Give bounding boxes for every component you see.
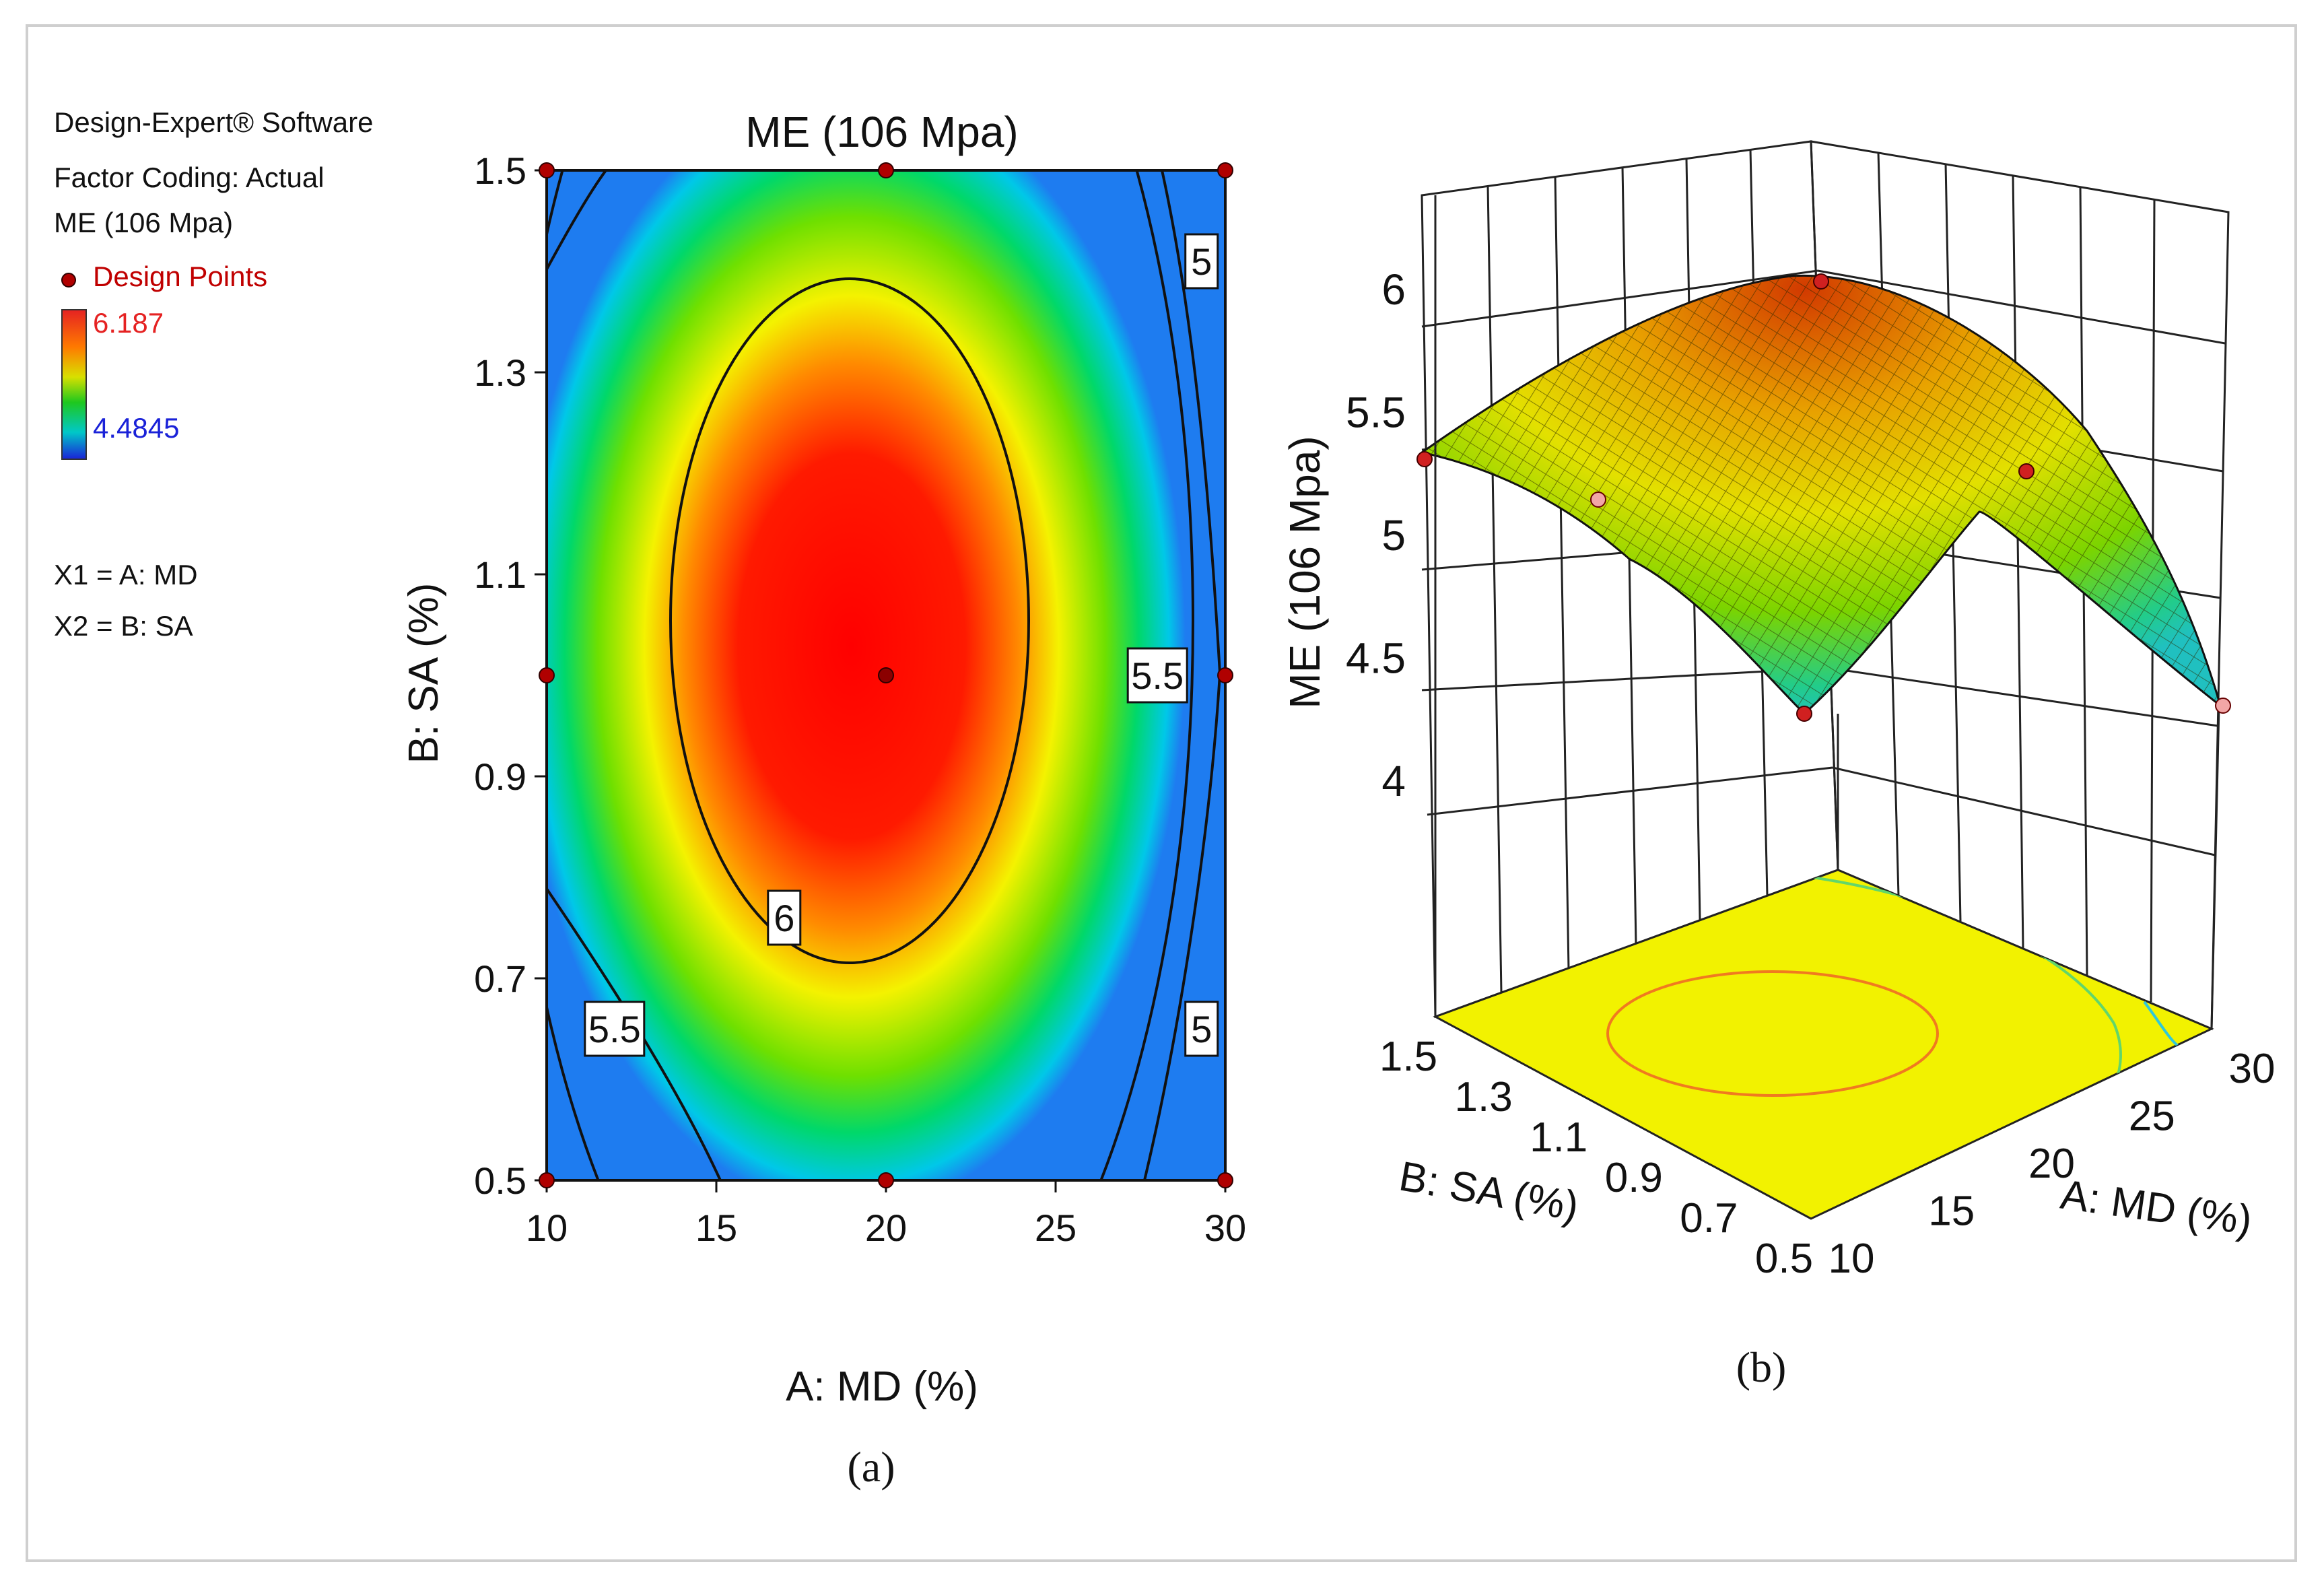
panel-b-label: (b) bbox=[1736, 1343, 1787, 1391]
wall-line bbox=[1828, 667, 2218, 727]
response-surface-mesh bbox=[1422, 275, 2220, 714]
surface-x-tick-label: 25 bbox=[2129, 1093, 2175, 1140]
contour-y-axis-label: B: SA (%) bbox=[401, 583, 447, 764]
design-point bbox=[878, 1172, 894, 1188]
surface-design-point bbox=[1796, 706, 1812, 722]
design-point bbox=[539, 1172, 555, 1188]
surface-floor bbox=[1433, 869, 2214, 1220]
floor-contour-6 bbox=[1606, 970, 1939, 1097]
design-point bbox=[1217, 1172, 1233, 1188]
legend-x1-text: X1 = A: MD bbox=[54, 559, 198, 590]
surface-y-tick-label: 1.5 bbox=[1379, 1034, 1437, 1080]
x-tick-label: 20 bbox=[865, 1207, 907, 1249]
surface-design-point bbox=[1416, 451, 1433, 467]
surface-x-tick-label: 10 bbox=[1829, 1236, 1875, 1282]
y-tick-label: 1.5 bbox=[474, 149, 526, 192]
wall-line bbox=[1832, 766, 2216, 856]
surface-panel: 4 4.5 5 5.5 6 0.5 0.7 0.9 1.1 1.3 1.5 10 15 20 25 30 ME… bbox=[1280, 140, 2275, 1391]
design-point bbox=[1217, 667, 1233, 683]
y-tick-label: 0.9 bbox=[474, 755, 526, 798]
surface-axis-ticks: 4 4.5 5 5.5 6 0.5 0.7 0.9 1.1 1.3 1.5 10 15 20 25 30 bbox=[1346, 265, 2275, 1282]
y-tick-label: 0.5 bbox=[474, 1159, 526, 1202]
x-tick-label: 30 bbox=[1204, 1207, 1246, 1249]
surface-x-tick-label: 15 bbox=[1928, 1188, 1975, 1235]
surface-design-point bbox=[2215, 698, 2231, 714]
z-tick-label: 4 bbox=[1381, 757, 1406, 805]
x-tick-label: 25 bbox=[1035, 1207, 1076, 1249]
contour-level-label: 5 bbox=[1191, 1008, 1212, 1050]
surface-x-axis-label: A: MD (%) bbox=[2058, 1172, 2255, 1244]
legend-software-text: Design-Expert® Software bbox=[54, 106, 373, 138]
y-tick-label: 1.1 bbox=[474, 553, 526, 596]
color-scale-bar bbox=[61, 309, 87, 460]
contour-level-label: 5.5 bbox=[588, 1008, 641, 1050]
z-tick-label: 6 bbox=[1381, 265, 1406, 314]
contour-label-box bbox=[1126, 647, 1188, 704]
legend-coding-text: Factor Coding: Actual bbox=[54, 162, 324, 193]
wall-line bbox=[1421, 667, 1829, 691]
contour-level-label: 5 bbox=[1191, 240, 1212, 283]
contour-axis-ticks: 10 15 20 25 30 0.5 0.7 0.9 1.1 1.3 1.5 bbox=[474, 149, 1246, 1249]
contour-label-box bbox=[584, 1001, 646, 1057]
contour-panel: ME (106 Mpa) 10 15 20 25 30 0.5 0.7 0.9 1.1 1.3 1.… bbox=[401, 108, 1246, 1491]
legend-panel: Design-Expert® Software Factor Coding: A… bbox=[54, 106, 373, 642]
surface-design-point bbox=[1590, 492, 1606, 508]
design-point bbox=[539, 162, 555, 178]
surface-y-tick-label: 0.9 bbox=[1605, 1155, 1663, 1201]
contour-title: ME (106 Mpa) bbox=[745, 108, 1018, 156]
contour-line-5-5-upper-left bbox=[547, 170, 607, 270]
contour-level-label: 5.5 bbox=[1131, 654, 1184, 697]
front-right-edge bbox=[2210, 706, 2220, 1029]
surface-design-point bbox=[1813, 273, 1829, 290]
x-tick-label: 10 bbox=[526, 1207, 568, 1249]
contour-line-5-5 bbox=[547, 170, 1194, 1180]
legend-min-value: 4.4845 bbox=[93, 412, 179, 444]
surface-x-tick-label: 30 bbox=[2229, 1046, 2276, 1092]
z-tick-label: 5 bbox=[1381, 511, 1406, 560]
contour-label-box bbox=[1184, 1001, 1219, 1057]
surface-y-tick-label: 1.1 bbox=[1530, 1114, 1587, 1161]
legend-x2-text: X2 = B: SA bbox=[54, 610, 193, 642]
figure-frame bbox=[26, 24, 2297, 1562]
surface-y-tick-label: 0.5 bbox=[1755, 1236, 1813, 1282]
surface-y-axis-label: B: SA (%) bbox=[1396, 1153, 1582, 1231]
contour-level-label: 6 bbox=[774, 897, 794, 939]
contour-line-6 bbox=[669, 277, 1030, 964]
contour-x-axis-label: A: MD (%) bbox=[786, 1363, 978, 1410]
surface-y-tick-label: 0.7 bbox=[1680, 1195, 1738, 1242]
surface-x-tick-label: 20 bbox=[2028, 1141, 2075, 1187]
legend-max-value: 6.187 bbox=[93, 307, 164, 339]
y-tick-label: 1.3 bbox=[474, 351, 526, 394]
panel-a-label: (a) bbox=[847, 1443, 895, 1491]
surface-z-axis-label: ME (106 Mpa) bbox=[1280, 436, 1329, 708]
contour-label-box bbox=[767, 889, 802, 946]
wall-line bbox=[1817, 269, 2226, 345]
design-point bbox=[878, 162, 894, 178]
contour-label-box bbox=[1184, 233, 1219, 290]
z-tick-label: 4.5 bbox=[1346, 634, 1406, 683]
contour-level-labels: 5 5.5 6 5.5 5 bbox=[584, 233, 1219, 1057]
wall-line bbox=[1421, 269, 1818, 328]
design-point bbox=[878, 667, 894, 683]
wall-line bbox=[1427, 766, 1833, 816]
design-point-legend-icon bbox=[61, 273, 76, 288]
x-tick-label: 15 bbox=[695, 1207, 737, 1249]
z-tick-label: 5.5 bbox=[1346, 389, 1406, 437]
surface-design-point bbox=[2018, 463, 2035, 479]
legend-response-text: ME (106 Mpa) bbox=[54, 207, 233, 238]
y-tick-label: 0.7 bbox=[474, 957, 526, 1000]
surface-y-tick-label: 1.3 bbox=[1454, 1074, 1512, 1120]
design-point bbox=[539, 667, 555, 683]
legend-design-points-text: Design Points bbox=[93, 261, 267, 292]
design-point bbox=[1217, 162, 1233, 178]
contour-design-points bbox=[539, 162, 1233, 1188]
